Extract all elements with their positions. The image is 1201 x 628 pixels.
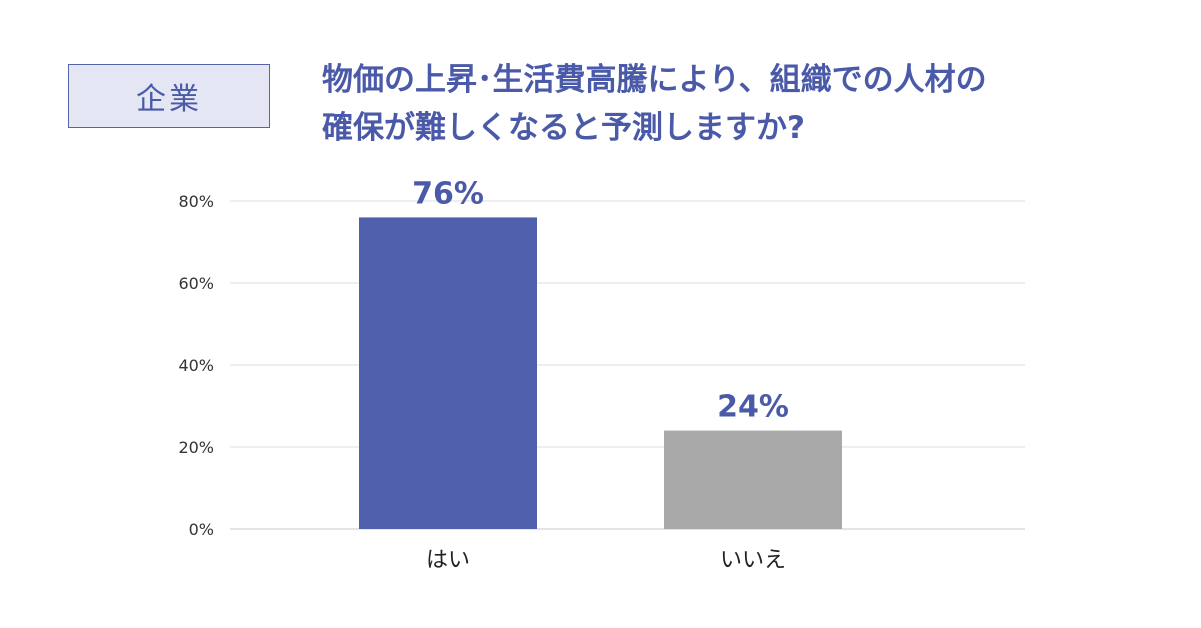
bar (664, 430, 842, 529)
bar (359, 217, 537, 529)
data-label: 76% (412, 176, 484, 211)
company-tag-label: 企業 (136, 82, 202, 117)
question-line-2: 確保が難しくなると予測しますか? (322, 110, 805, 146)
y-tick-label: 40% (178, 356, 214, 375)
x-tick-label: いいえ (720, 548, 786, 573)
x-tick-label: はい (426, 548, 470, 573)
question-title: 物価の上昇･生活費高騰により、組織での人材の 確保が難しくなると予測しますか? (322, 56, 1182, 152)
y-tick-label: 80% (178, 192, 214, 211)
y-tick-label: 0% (189, 520, 214, 539)
y-tick-label: 20% (178, 438, 214, 457)
company-tag: 企業 (68, 64, 270, 128)
question-line-1: 物価の上昇･生活費高騰により、組織での人材の (322, 62, 987, 98)
y-tick-label: 60% (178, 274, 214, 293)
data-label: 24% (717, 390, 789, 425)
